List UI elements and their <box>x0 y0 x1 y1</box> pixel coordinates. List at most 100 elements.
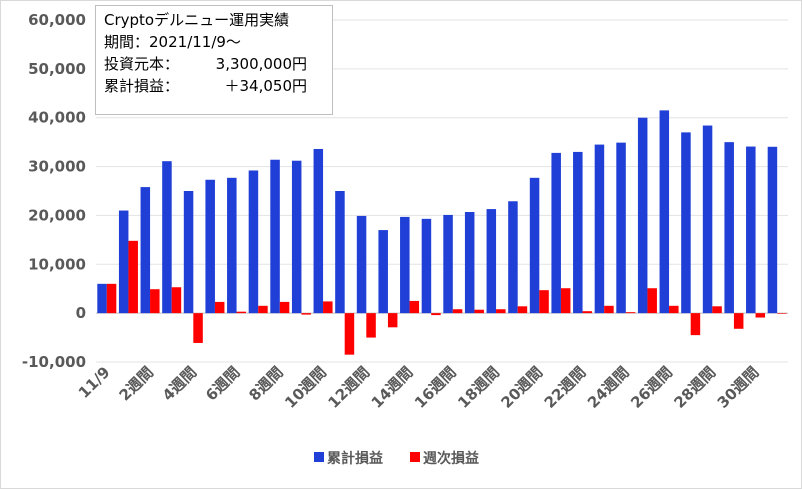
x-tick-label: 20週間 <box>497 363 546 412</box>
y-axis-tick-labels: -10,000 0 10,000 20,000 30,000 40,000 50,000 60… <box>22 11 86 371</box>
x-tick-label: 10週間 <box>281 363 330 412</box>
cumulative-profit-bar <box>378 230 388 314</box>
x-tick-label: 22週間 <box>541 363 590 412</box>
x-tick-label: 28週間 <box>670 363 719 412</box>
cumulative-profit-bar <box>486 209 497 314</box>
y-tick-label: 30,000 <box>28 158 86 176</box>
cumulative-profit-bar <box>248 170 259 314</box>
x-tick-label: 24週間 <box>584 363 633 412</box>
info-capital: 投資元本： 3,300,000円 <box>104 53 324 75</box>
weekly-profit-bar <box>733 313 744 329</box>
weekly-profit-bar <box>452 309 463 314</box>
cumulative-profit-bar <box>443 214 453 314</box>
cumulative-profit-bar <box>421 218 432 314</box>
weekly-profit-bar <box>106 283 117 314</box>
weekly-profit-bar <box>344 313 355 355</box>
cumulative-profit-bar <box>724 142 734 314</box>
info-box: Cryptoデルニュー運用実績 期間：2021/11/9～ 投資元本： 3,300… <box>95 5 333 115</box>
legend: 累計損益 週次損益 <box>314 450 479 467</box>
legend-swatch-cumulative <box>314 452 324 462</box>
cumulative-profit-bar <box>594 144 605 314</box>
capital-value: 3,300,000円 <box>215 55 308 73</box>
weekly-profit-bar <box>409 300 420 314</box>
cumulative-profit-bar <box>659 110 670 314</box>
weekly-profit-bar <box>539 290 549 314</box>
weekly-profit-bar <box>690 313 701 336</box>
weekly-profit-bar <box>496 309 506 314</box>
cumulative-profit-bar <box>227 177 237 314</box>
info-title: Cryptoデルニュー運用実績 <box>104 11 290 29</box>
cumulative-profit-bar <box>97 283 107 314</box>
weekly-profit-bar <box>712 306 722 314</box>
weekly-profit-bar <box>279 301 290 314</box>
cumulative-profit-bar <box>335 191 345 314</box>
bars <box>97 110 787 355</box>
cumulative-profit-bar <box>573 151 583 314</box>
cumulative-profit-bar <box>508 201 518 314</box>
weekly-profit-bar <box>236 311 247 314</box>
cumulative-profit-bar <box>681 132 691 314</box>
weekly-profit-bar <box>604 305 614 314</box>
weekly-profit-bar <box>777 313 787 314</box>
cumulative-profit-bar <box>162 161 172 314</box>
cumulative-profit-bar <box>270 159 280 314</box>
weekly-profit-bar <box>560 288 571 314</box>
cumulative-profit-bar <box>291 160 302 314</box>
cumulative-profit-bar <box>616 142 626 314</box>
x-tick-label: 6週間 <box>202 363 243 404</box>
weekly-profit-bar <box>625 312 636 314</box>
x-tick-label: 2週間 <box>116 363 157 404</box>
x-tick-label: 8週間 <box>245 363 286 404</box>
x-tick-label: 14週間 <box>368 363 417 412</box>
cumulative-profit-bar <box>205 179 215 314</box>
weekly-profit-bar <box>431 313 441 316</box>
cumulative-profit-bar <box>702 125 713 314</box>
y-tick-label: 10,000 <box>28 255 86 273</box>
y-tick-label: 20,000 <box>28 206 86 224</box>
x-tick-label: 16週間 <box>411 363 460 412</box>
profit-value: ＋34,050円 <box>224 77 308 95</box>
cumulative-profit-bar <box>400 216 410 314</box>
weekly-profit-bar <box>387 313 398 328</box>
x-axis-tick-labels: 11/9 2週間 4週間 6週間 8週間10週間12週間14週間16週間18週間20週間… <box>75 363 762 412</box>
cumulative-profit-bar <box>551 152 561 314</box>
info-period: 期間：2021/11/9～ <box>104 31 324 53</box>
capital-label: 投資元本： <box>104 55 180 73</box>
legend-label-weekly: 週次損益 <box>423 450 479 467</box>
legend-label-cumulative: 累計損益 <box>327 450 383 467</box>
weekly-profit-bar <box>366 313 376 338</box>
weekly-profit-bar <box>517 306 528 314</box>
profit-label: 累計損益： <box>104 77 180 95</box>
y-tick-label: 0 <box>76 304 86 322</box>
cumulative-profit-bar <box>746 146 756 314</box>
weekly-profit-bar <box>301 313 311 315</box>
cumulative-profit-bar <box>313 148 324 314</box>
period-value: 2021/11/9～ <box>149 33 241 51</box>
cumulative-profit-bar <box>183 191 194 314</box>
y-tick-label: 50,000 <box>28 60 86 78</box>
cumulative-profit-bar <box>637 117 648 314</box>
x-tick-label: 30週間 <box>714 363 763 412</box>
y-tick-label: 40,000 <box>28 109 86 127</box>
weekly-profit-bar <box>258 305 268 314</box>
y-tick-label: -10,000 <box>22 353 86 371</box>
cumulative-profit-bar <box>356 215 367 314</box>
legend-swatch-weekly <box>410 452 420 462</box>
x-tick-label: 26週間 <box>627 363 676 412</box>
weekly-profit-bar <box>214 301 225 314</box>
x-tick-label: 18週間 <box>454 363 503 412</box>
cumulative-profit-bar <box>767 146 778 314</box>
cumulative-profit-bar <box>464 212 475 314</box>
weekly-profit-bar <box>171 287 182 314</box>
cumulative-profit-bar <box>529 177 540 314</box>
weekly-profit-bar <box>474 309 484 314</box>
weekly-profit-bar <box>150 289 160 314</box>
weekly-profit-bar <box>193 313 203 343</box>
weekly-profit-bar <box>323 301 333 314</box>
x-tick-label: 4週間 <box>159 363 200 404</box>
period-label: 期間： <box>104 33 150 51</box>
weekly-profit-bar <box>755 313 766 318</box>
weekly-profit-bar <box>669 305 679 314</box>
